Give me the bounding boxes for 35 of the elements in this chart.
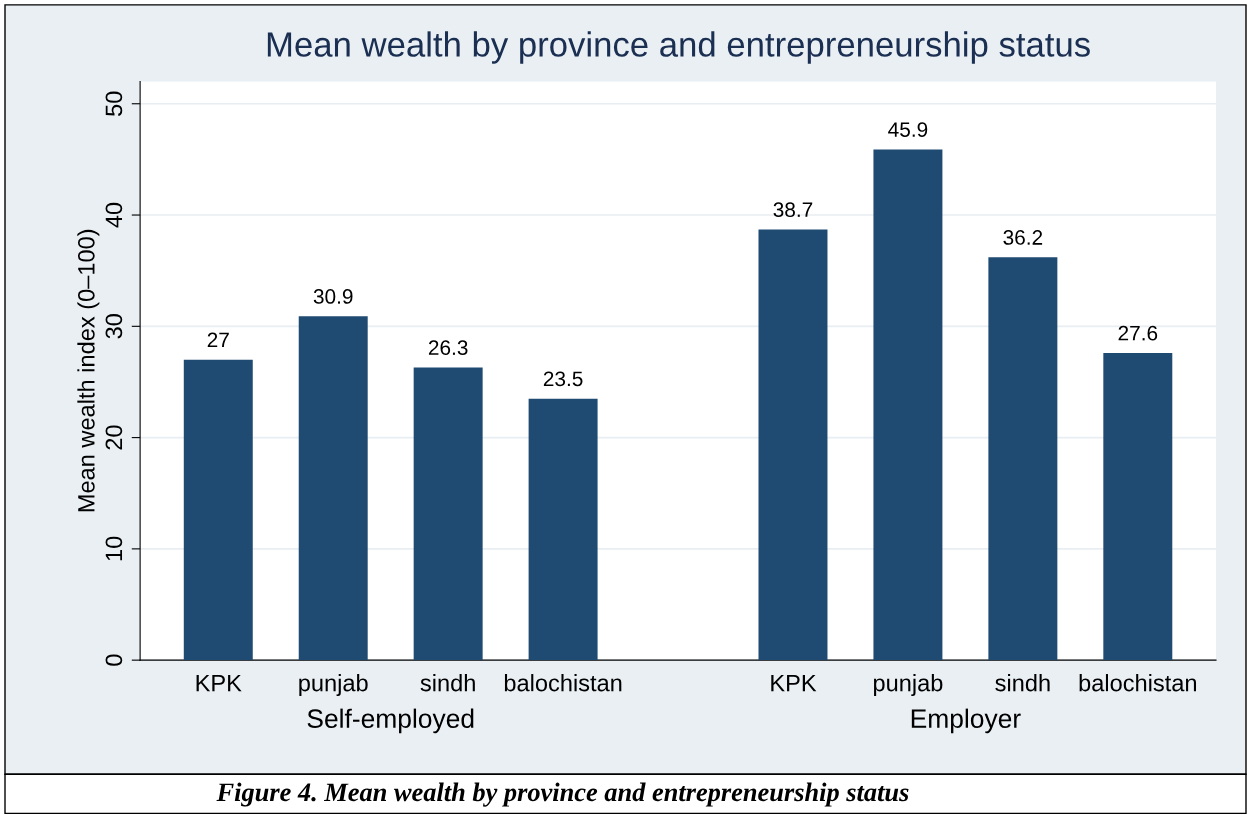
- x-tick-label: sindh: [995, 674, 1050, 692]
- bar: [988, 257, 1058, 661]
- y-axis-title: Mean wealth index (0–100): [77, 229, 100, 512]
- bar: [873, 149, 943, 661]
- data-label: 45.9: [888, 122, 928, 137]
- caption: Figure 4. Mean wealth by province and entrepreneurship status: [216, 782, 909, 807]
- y-tick-label: 0: [105, 654, 123, 666]
- x-tick-label: KPK: [771, 674, 817, 692]
- y-tick-label: 20: [105, 425, 123, 450]
- bar: [758, 229, 828, 661]
- text: Self-employed: [307, 708, 474, 734]
- bar: [528, 398, 598, 661]
- chart-title: Mean wealth by province and entrepreneurship status: [267, 31, 1090, 64]
- bar: [1103, 353, 1173, 661]
- y-tick-label: 30: [105, 314, 123, 339]
- data-label: 36.2: [1003, 230, 1043, 245]
- data-label: 26.3: [428, 340, 468, 356]
- x-tick-label: punjab: [874, 674, 943, 697]
- bar: [183, 359, 253, 661]
- x-tick-label: balochistan: [1079, 674, 1197, 692]
- data-label: 30.9: [313, 289, 353, 304]
- y-tick-label: 10: [105, 536, 123, 561]
- x-tick-label: KPK: [196, 674, 242, 692]
- x-tick-label: punjab: [299, 674, 368, 697]
- data-label: 27.6: [1118, 325, 1158, 341]
- data-label: 23.5: [543, 371, 583, 387]
- bar: [298, 316, 368, 661]
- x-tick-label: balochistan: [504, 674, 622, 692]
- y-tick-label: 50: [105, 91, 123, 116]
- text: Employer: [911, 708, 1021, 734]
- y-tick-label: 40: [105, 202, 123, 228]
- data-label: 38.7: [773, 202, 813, 218]
- data-label: 27: [207, 332, 229, 348]
- x-tick-label: sindh: [420, 674, 475, 692]
- bar: [413, 367, 483, 661]
